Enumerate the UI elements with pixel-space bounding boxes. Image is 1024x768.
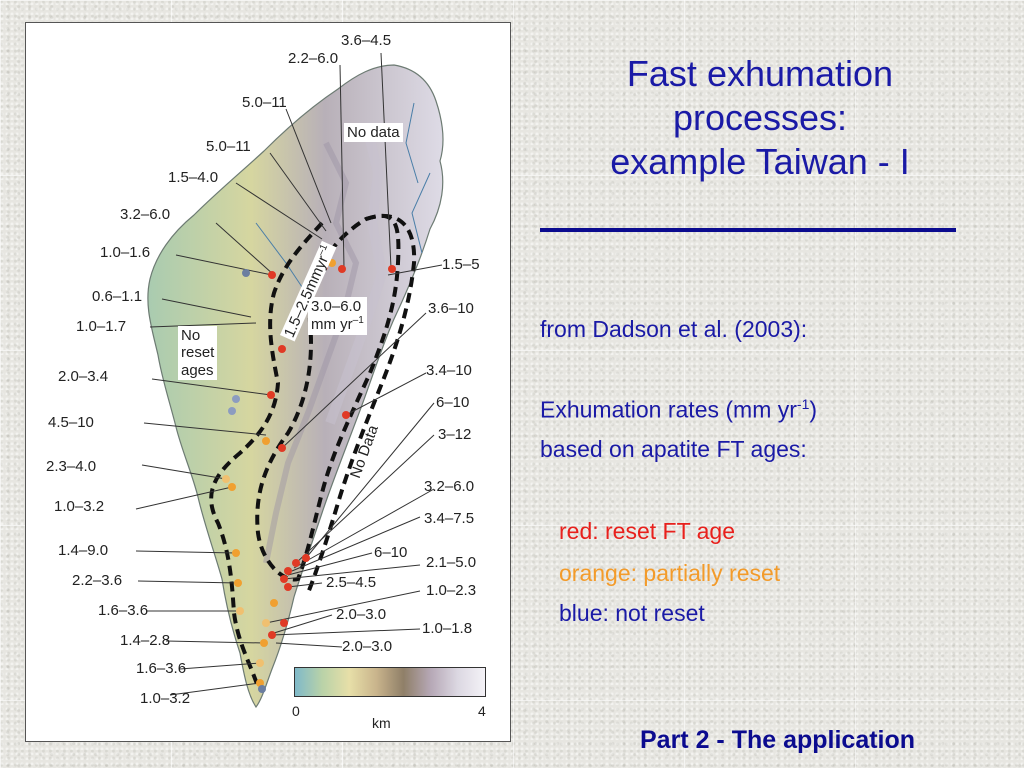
- no-reset-line1: No: [181, 327, 201, 344]
- label-right: 2.0–3.0: [336, 606, 387, 623]
- elevation-color-bar: [294, 667, 486, 697]
- central-rate-line2: mm yr: [311, 316, 353, 334]
- label-left: 1.4–2.8: [120, 632, 171, 649]
- label-left: 2.0–3.4: [58, 368, 109, 385]
- legend-orange: orange: partially reset: [559, 560, 781, 586]
- rates-suffix: ): [809, 396, 818, 423]
- title-line3: example Taiwan - I: [610, 140, 910, 182]
- no-reset-line3: ages: [181, 361, 214, 379]
- label-3.6-4.5: 3.6–4.5: [341, 32, 392, 49]
- label-left: 4.5–10: [48, 414, 94, 431]
- no-reset-ages-label: No reset ages: [178, 326, 218, 380]
- central-rate-line1: 3.0–6.0: [311, 298, 362, 315]
- label-left: 5.0–11: [242, 94, 287, 111]
- label-left: 1.0–3.2: [54, 498, 105, 515]
- rates-sup: -1: [796, 396, 810, 412]
- source-citation: from Dadson et al. (2003):: [540, 316, 808, 342]
- label-left: 3.2–6.0: [120, 206, 171, 223]
- label-left: 1.0–3.2: [140, 690, 191, 707]
- legend-blue: blue: not reset: [559, 600, 705, 626]
- label-right: 3–12: [438, 426, 472, 443]
- central-rate-sup: –1: [352, 315, 364, 327]
- label-right: 3.4–10: [426, 362, 472, 379]
- central-rate-label: 3.0–6.0 mm yr–1: [308, 297, 367, 335]
- label-left: 1.0–1.6: [100, 244, 151, 261]
- label-left: 1.5–4.0: [168, 169, 219, 186]
- label-left: 0.6–1.1: [92, 288, 143, 305]
- label-right: 6–10: [436, 394, 470, 411]
- label-right: 2.0–3.0: [342, 638, 393, 655]
- label-right: 2.1–5.0: [426, 554, 477, 571]
- label-left: 2.2–3.6: [72, 572, 123, 589]
- label-left: 2.3–4.0: [46, 458, 97, 475]
- legend-red: red: reset FT age: [559, 518, 735, 544]
- label-left: 1.0–1.7: [76, 318, 127, 335]
- label-right: 6–10: [374, 544, 408, 561]
- west-dashed-boundary: [209, 221, 324, 688]
- label-right: 3.6–10: [428, 300, 474, 317]
- label-left: 1.4–9.0: [58, 542, 109, 559]
- label-2.2-6.0: 2.2–6.0: [288, 50, 339, 67]
- label-left: 5.0–11: [206, 138, 251, 155]
- label-right: 3.2–6.0: [424, 478, 475, 495]
- legend-min: 0: [292, 703, 300, 719]
- rates-prefix: Exhumation rates (mm yr: [540, 396, 797, 423]
- label-right: 2.5–4.5: [326, 574, 377, 591]
- no-reset-line2: reset: [181, 344, 215, 362]
- label-left: 1.6–3.6: [98, 602, 149, 619]
- section-footer: Part 2 - The application: [640, 726, 916, 754]
- label-left: 1.6–3.6: [136, 660, 187, 677]
- label-right: 1.0–2.3: [426, 582, 477, 599]
- no-data-label: No data: [344, 123, 403, 143]
- label-right: 3.4–7.5: [424, 510, 475, 527]
- label-right: 1.0–1.8: [422, 620, 473, 637]
- based-on-text: based on apatite FT ages:: [540, 436, 807, 462]
- taiwan-map-figure: 3.6–4.5 2.2–6.0 5.0–11 5.0–11 1.5–4.0 3.…: [25, 22, 511, 742]
- title-line2: processes:: [672, 96, 848, 138]
- central-dashed-boundary: [255, 213, 401, 582]
- label-right: 1.5–5: [442, 256, 480, 273]
- title-line1: Fast exhumation: [626, 53, 894, 94]
- slide-title: Fast exhumation processes: example Taiwa…: [540, 52, 980, 184]
- legend-max: 4: [478, 703, 486, 719]
- leader-lines: [135, 52, 443, 696]
- title-underline: [540, 228, 956, 232]
- legend-unit: km: [372, 715, 391, 731]
- taiwan-map-graphic: [135, 52, 444, 709]
- rates-heading: Exhumation rates (mm yr-1): [540, 396, 817, 424]
